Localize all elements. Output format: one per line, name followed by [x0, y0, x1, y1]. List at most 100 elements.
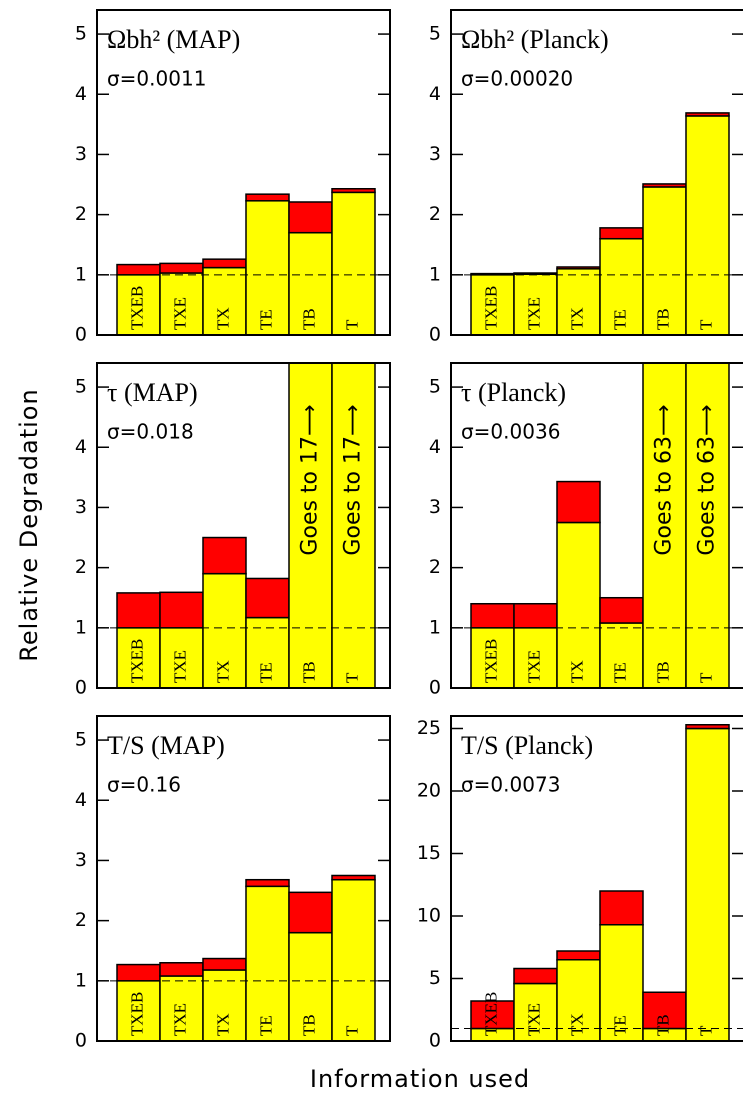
bar-segment [470, 602, 515, 629]
bar-segment [245, 193, 290, 202]
category-label: T [696, 319, 715, 330]
panel-title: Ωbh² (Planck) [461, 25, 609, 54]
bar-segment [599, 227, 644, 240]
y-tick-label: 2 [429, 556, 441, 578]
category-label: TXEB [127, 992, 146, 1036]
category-label: TXE [524, 297, 543, 330]
bar-segment [513, 602, 558, 629]
bar-segment [685, 724, 730, 730]
bar-segment [202, 536, 247, 575]
y-tick-label: 3 [75, 849, 87, 871]
category-label: TB [653, 308, 672, 330]
bar-segment [556, 959, 601, 1041]
y-tick-label: 4 [75, 83, 87, 105]
bar-segment [599, 596, 644, 624]
panel: TXEB TXE TX TE TB T [97, 188, 390, 335]
bar-segment [202, 266, 247, 335]
panel-subtitle: σ=0.00020 [461, 67, 573, 91]
category-label: TXEB [127, 639, 146, 683]
bar-segment [642, 363, 687, 688]
bar-segment [513, 627, 558, 688]
value-label: Goes to 17⟶ [298, 404, 323, 555]
category-label: TB [653, 1014, 672, 1036]
x-axis-label: Information used [310, 1065, 530, 1093]
category-label: TXE [524, 650, 543, 683]
category-label: T [342, 672, 361, 683]
bar-segment [331, 191, 376, 335]
category-label: TB [299, 308, 318, 330]
category-label: T [342, 1025, 361, 1036]
y-axis-label: Relative Degradation [15, 388, 43, 661]
category-label: TE [256, 309, 275, 330]
panel-title: Ωbh² (MAP) [107, 25, 240, 54]
category-label: TX [567, 1013, 586, 1036]
value-label: Goes to 63⟶ [652, 404, 677, 555]
category-label: TX [213, 1013, 232, 1036]
bar-segment [556, 950, 601, 961]
y-tick-label: 1 [429, 263, 441, 285]
bar-segment [513, 273, 558, 335]
bar-segment [116, 592, 161, 629]
panel-subtitle: σ=0.0073 [461, 773, 560, 797]
y-tick-label: 1 [75, 263, 87, 285]
panel-frame [96, 362, 391, 689]
category-label: T [696, 1025, 715, 1036]
category-label: TX [213, 660, 232, 683]
category-label: TX [567, 307, 586, 330]
y-tick-label: 3 [75, 496, 87, 518]
y-tick-label: 0 [429, 324, 441, 346]
panel: TXEB TXE TX TE TB T [451, 724, 743, 1041]
y-tick-label: 1 [75, 616, 87, 638]
bar-segment [159, 591, 204, 629]
category-label: T [696, 672, 715, 683]
bar-segment [599, 924, 644, 1041]
category-label: TE [256, 1015, 275, 1036]
y-tick-label: 4 [75, 436, 87, 458]
bar-segment [116, 263, 161, 276]
bar-segment [470, 1000, 515, 1030]
panel-subtitle: σ=0.0036 [461, 420, 560, 444]
y-tick-label: 2 [75, 556, 87, 578]
y-tick-label: 4 [429, 436, 441, 458]
y-tick-label: 0 [429, 677, 441, 699]
bar-segment [331, 874, 376, 881]
panel-subtitle: σ=0.018 [107, 420, 194, 444]
bar-segment [245, 878, 290, 888]
y-tick-label: 10 [417, 905, 441, 927]
bar-segment [116, 980, 161, 1041]
value-label: Goes to 17⟶ [341, 404, 366, 555]
value-label: Goes to 63⟶ [695, 404, 720, 555]
bar-segment [116, 274, 161, 335]
bar-segment [685, 115, 730, 335]
bar-segment [202, 957, 247, 971]
panel: TXEB TXE TX TE TB T [97, 874, 390, 1041]
y-tick-label: 5 [75, 376, 87, 398]
panel: TXEB TXE TX TE TB T [451, 112, 743, 335]
y-tick-label: 0 [429, 1030, 441, 1052]
category-label: TXEB [481, 992, 500, 1036]
category-label: TE [256, 662, 275, 683]
bar-segment [245, 577, 290, 619]
y-tick-label: 2 [75, 909, 87, 931]
category-label: TE [610, 309, 629, 330]
y-tick-label: 2 [75, 203, 87, 225]
panel-frame [450, 362, 743, 689]
panel-title: τ (Planck) [461, 378, 566, 407]
category-label: TX [213, 307, 232, 330]
panel-subtitle: σ=0.0011 [107, 67, 206, 91]
category-label: TXE [170, 650, 189, 683]
category-label: TXE [170, 1003, 189, 1036]
bar-segment [642, 183, 687, 188]
bar-segment [513, 967, 558, 985]
y-tick-label: 4 [75, 789, 87, 811]
bar-segment [288, 891, 333, 934]
bar-segment [556, 266, 601, 270]
bar-segment [245, 200, 290, 335]
y-tick-label: 20 [417, 780, 441, 802]
category-label: TX [567, 660, 586, 683]
bar-segment [331, 878, 376, 1041]
category-label: TB [299, 661, 318, 683]
panel: TXEB TXE TX TE TB Goes to 63⟶ T Goes to 63⟶ [451, 363, 743, 688]
bar-segment [331, 188, 376, 194]
